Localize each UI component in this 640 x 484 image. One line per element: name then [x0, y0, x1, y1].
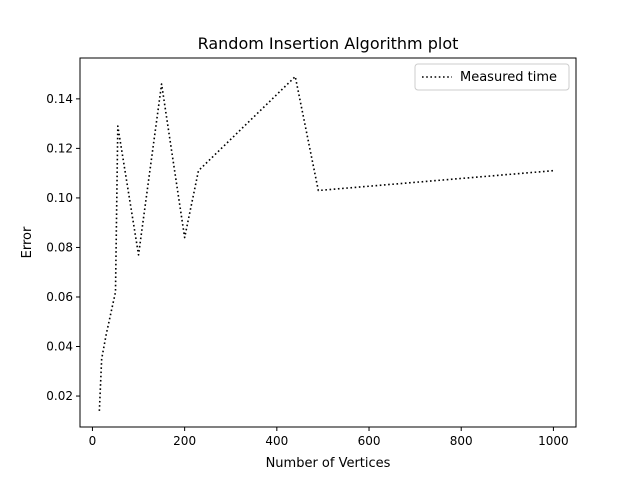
- x-tick-label: 400: [265, 434, 288, 448]
- y-tick-label: 0.12: [46, 141, 73, 155]
- y-tick-label: 0.10: [46, 191, 73, 205]
- x-tick-label: 800: [450, 434, 473, 448]
- x-tick-label: 0: [89, 434, 97, 448]
- y-tick-label: 0.04: [46, 340, 73, 354]
- y-tick-label: 0.02: [46, 389, 73, 403]
- x-axis-label: Number of Vertices: [266, 456, 391, 471]
- y-tick-label: 0.14: [46, 92, 73, 106]
- legend: Measured time: [415, 64, 569, 90]
- y-tick-label: 0.06: [46, 290, 73, 304]
- y-tick-label: 0.08: [46, 240, 73, 254]
- chart-title: Random Insertion Algorithm plot: [198, 34, 459, 53]
- x-tick-label: 600: [358, 434, 381, 448]
- x-tick-label: 1000: [538, 434, 569, 448]
- x-tick-label: 200: [173, 434, 196, 448]
- legend-label: Measured time: [460, 70, 557, 85]
- y-axis-label: Error: [20, 226, 35, 258]
